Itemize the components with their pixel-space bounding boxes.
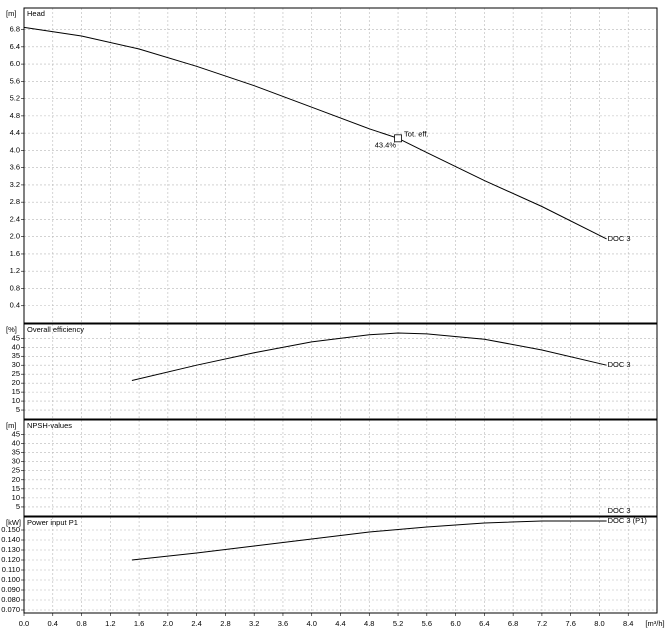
x-tick-label: 1.6 [134,619,144,628]
x-tick-label: 2.0 [163,619,173,628]
y-tick-label: 25 [12,369,20,378]
y-tick-label: 25 [12,466,20,475]
y-tick-label: 40 [12,342,20,351]
x-tick-label: 5.2 [393,619,403,628]
x-tick-label: 8.4 [623,619,633,628]
panel-title: Overall efficiency [27,325,84,334]
y-unit: [kW] [6,518,21,527]
y-tick-label: 5.6 [10,76,20,85]
curve [23,26,607,240]
y-tick-label: 15 [12,387,20,396]
x-tick-label: 7.6 [565,619,575,628]
y-tick-label: 3.6 [10,163,20,172]
x-tick-label: 6.0 [450,619,460,628]
y-tick-label: 0.070 [1,605,20,614]
x-tick-label: 4.4 [335,619,345,628]
x-tick-label: 1.2 [105,619,115,628]
y-tick-label: 15 [12,484,20,493]
y-tick-label: 10 [12,396,20,405]
x-tick-label: 4.8 [364,619,374,628]
series-label: DOC 3 [608,360,631,369]
panel-title: NPSH-values [27,421,72,430]
y-tick-label: 4.4 [10,128,20,137]
x-tick-label: 6.8 [508,619,518,628]
marker-label: Tot. eff. [404,129,428,138]
x-tick-label: 0.4 [48,619,58,628]
y-tick-label: 5 [16,405,20,414]
x-tick-label: 2.4 [191,619,201,628]
panel-title: Head [27,9,45,18]
series-label: DOC 3 [608,506,631,515]
y-tick-label: 0.090 [1,585,20,594]
x-tick-label: 3.6 [278,619,288,628]
y-tick-label: 6.0 [10,59,20,68]
x-tick-label: 7.2 [537,619,547,628]
y-tick-label: 0.080 [1,595,20,604]
y-tick-label: 40 [12,439,20,448]
x-tick-label: 0.0 [19,619,29,628]
y-tick-label: 6.8 [10,25,20,34]
eff-marker [394,134,402,143]
x-tick-label: 6.4 [479,619,489,628]
y-tick-label: 2.8 [10,197,20,206]
y-tick-label: 30 [12,457,20,466]
curve [131,332,607,381]
x-tick-label: 4.0 [307,619,317,628]
y-tick-label: 4.8 [10,111,20,120]
y-tick-label: 20 [12,475,20,484]
x-tick-label: 2.8 [220,619,230,628]
x-tick-label: 5.6 [422,619,432,628]
x-unit: [m³/h] [645,619,664,628]
panel-frame [23,7,658,324]
y-unit: [%] [6,325,17,334]
y-tick-label: 1.6 [10,249,20,258]
y-tick-label: 0.130 [1,545,20,554]
y-tick-label: 0.150 [1,525,20,534]
y-tick-label: 20 [12,378,20,387]
series-label: DOC 3 [608,234,631,243]
x-tick-label: 3.2 [249,619,259,628]
curve [131,520,607,561]
y-tick-label: 0.140 [1,535,20,544]
y-tick-label: 45 [12,333,20,342]
y-tick-label: 30 [12,360,20,369]
y-tick-label: 35 [12,351,20,360]
series-label: DOC 3 (P1) [608,516,648,525]
y-tick-label: 2.0 [10,232,20,241]
y-tick-label: 1.2 [10,266,20,275]
y-tick-label: 6.4 [10,42,20,51]
panel-frame [23,323,658,420]
y-unit: [m] [6,9,16,18]
y-tick-label: 2.4 [10,214,20,223]
y-tick-label: 3.2 [10,180,20,189]
panel-title: Power input P1 [27,518,78,527]
y-tick-label: 4.0 [10,145,20,154]
y-tick-label: 0.110 [2,565,20,574]
y-unit: [m] [6,421,16,430]
y-tick-label: 5 [16,502,20,511]
x-tick-label: 0.8 [76,619,86,628]
panel-frame [23,419,658,517]
x-tick-label: 8.0 [594,619,604,628]
y-tick-label: 0.120 [1,555,20,564]
y-tick-label: 0.100 [1,575,20,584]
y-tick-label: 0.4 [10,301,20,310]
y-tick-label: 0.8 [10,283,20,292]
y-tick-label: 45 [12,429,20,438]
y-tick-label: 35 [12,448,20,457]
marker-value: 43.4% [375,140,397,149]
y-tick-label: 10 [12,493,20,502]
y-tick-label: 5.2 [10,94,20,103]
